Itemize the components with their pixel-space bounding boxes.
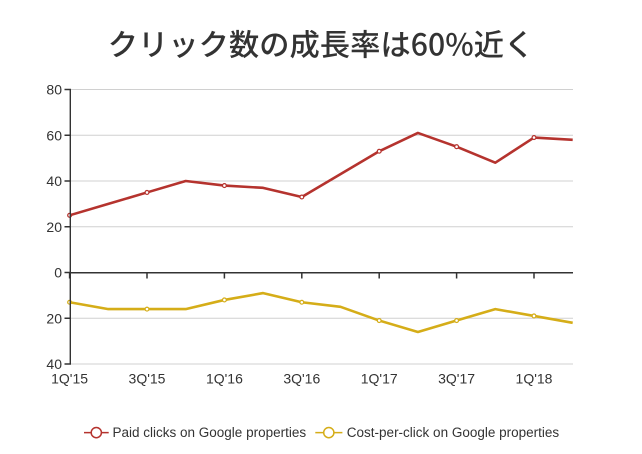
svg-text:60: 60: [46, 127, 62, 143]
svg-text:1Q'15: 1Q'15: [51, 371, 88, 387]
svg-text:80: 80: [46, 82, 62, 98]
svg-text:Paid clicks on Google properti: Paid clicks on Google properties: [113, 425, 307, 440]
svg-text:1Q'17: 1Q'17: [361, 371, 398, 387]
svg-text:3Q'17: 3Q'17: [438, 371, 475, 387]
svg-text:0: 0: [54, 265, 62, 281]
svg-text:40: 40: [46, 356, 62, 372]
svg-text:3Q'15: 3Q'15: [129, 371, 166, 387]
svg-text:Cost-per-click on Google prope: Cost-per-click on Google properties: [347, 425, 560, 440]
svg-text:40: 40: [46, 173, 62, 189]
svg-text:1Q'18: 1Q'18: [516, 371, 553, 387]
svg-text:3Q'16: 3Q'16: [283, 371, 320, 387]
svg-text:20: 20: [46, 219, 62, 235]
svg-text:20: 20: [46, 310, 62, 326]
svg-text:1Q'16: 1Q'16: [206, 371, 243, 387]
